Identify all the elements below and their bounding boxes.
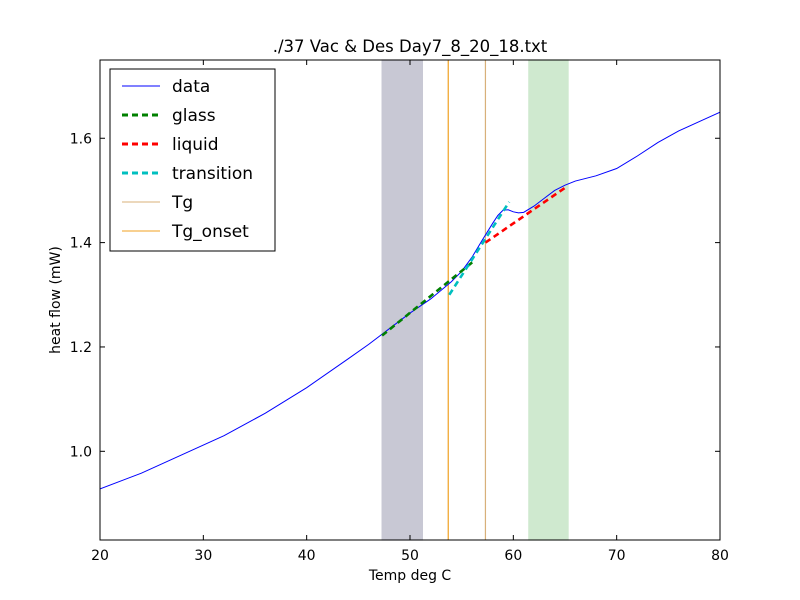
x-tick-label: 60 bbox=[504, 548, 522, 564]
series-transition-line bbox=[448, 201, 511, 296]
legend-label-transition: transition bbox=[172, 164, 253, 184]
x-tick-label: 30 bbox=[194, 548, 212, 564]
x-tick-label: 40 bbox=[298, 548, 316, 564]
x-tick-label: 70 bbox=[608, 548, 626, 564]
y-tick-label: 1.4 bbox=[70, 236, 92, 252]
shaded-region-1 bbox=[381, 59, 424, 541]
y-axis-label: heat flow (mW) bbox=[48, 246, 64, 354]
shaded-region-2 bbox=[528, 59, 569, 541]
legend-label-tg: Tg bbox=[171, 193, 193, 213]
series-liquid-line bbox=[484, 186, 566, 244]
x-axis: 20 30 40 50 60 70 80 bbox=[91, 60, 729, 564]
x-tick-label: 80 bbox=[711, 548, 729, 564]
series-layer bbox=[100, 111, 720, 490]
legend-label-liquid: liquid bbox=[172, 135, 219, 155]
plot-area bbox=[100, 111, 720, 490]
legend-label-glass: glass bbox=[172, 106, 216, 126]
y-axis: 1.0 1.2 1.4 1.6 bbox=[70, 131, 720, 460]
legend-frame bbox=[109, 68, 276, 252]
y-tick-label: 1.0 bbox=[70, 444, 92, 460]
y-tick-label: 1.2 bbox=[70, 340, 92, 356]
x-axis-label: Temp deg C bbox=[368, 568, 452, 584]
legend-label-data: data bbox=[172, 77, 210, 97]
chart-title: ./37 Vac & Des Day7_8_20_18.txt bbox=[273, 37, 548, 57]
vertical-lines bbox=[447, 60, 487, 540]
y-tick-label: 1.6 bbox=[70, 131, 92, 147]
legend-label-tg-onset: Tg_onset bbox=[171, 222, 249, 242]
legend: data glass liquid transition Tg Tg_onset bbox=[109, 68, 276, 252]
x-tick-label: 20 bbox=[91, 548, 109, 564]
x-tick-label: 50 bbox=[401, 548, 419, 564]
series-data-line bbox=[100, 111, 720, 490]
